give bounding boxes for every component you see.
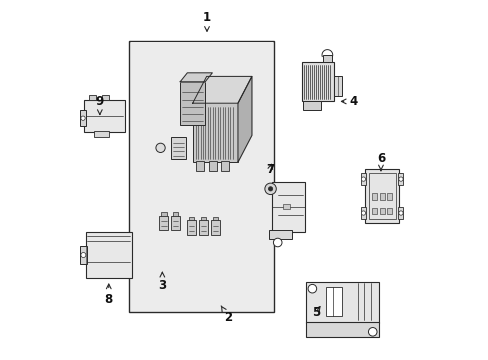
Bar (360, 207, 365, 219)
Circle shape (361, 177, 365, 181)
Bar (368, 173, 395, 219)
Bar (325, 287, 341, 316)
Bar (171, 216, 180, 230)
Circle shape (264, 183, 276, 194)
Bar (196, 161, 203, 171)
Circle shape (398, 177, 402, 181)
Bar (323, 55, 331, 62)
Text: 6: 6 (376, 152, 384, 171)
Bar (360, 173, 365, 185)
Bar (283, 204, 290, 209)
Bar (173, 212, 178, 216)
Bar (333, 76, 341, 96)
Bar (208, 161, 216, 171)
Bar (83, 100, 124, 132)
Bar (130, 42, 272, 311)
Bar (386, 193, 391, 200)
Bar (180, 82, 205, 125)
Text: 4: 4 (341, 95, 357, 108)
Bar (305, 322, 378, 337)
Circle shape (268, 187, 272, 191)
Polygon shape (180, 73, 212, 82)
Bar (89, 95, 96, 100)
Polygon shape (238, 76, 251, 162)
Bar (379, 207, 384, 214)
Bar (159, 216, 168, 230)
Bar (303, 101, 321, 111)
Circle shape (367, 328, 376, 336)
Bar (171, 137, 186, 158)
Text: 9: 9 (96, 95, 104, 114)
Bar (398, 173, 403, 185)
Bar (221, 161, 229, 171)
Polygon shape (192, 76, 251, 103)
Bar (85, 232, 132, 278)
Circle shape (81, 252, 86, 257)
Bar (199, 220, 207, 235)
Bar (102, 95, 108, 100)
Bar (201, 217, 206, 220)
Bar (187, 220, 196, 235)
Bar (398, 207, 403, 219)
Bar (301, 62, 333, 102)
Text: 2: 2 (221, 306, 232, 324)
Text: 7: 7 (265, 163, 274, 176)
Circle shape (307, 284, 316, 293)
Bar (379, 193, 384, 200)
Bar (129, 41, 274, 312)
Bar (212, 217, 218, 220)
Bar (189, 217, 194, 220)
Bar (386, 207, 391, 214)
Bar (80, 246, 86, 264)
Bar (365, 169, 398, 223)
Circle shape (398, 211, 402, 215)
Bar (268, 230, 292, 239)
Text: 8: 8 (104, 284, 113, 306)
Circle shape (156, 143, 165, 153)
Circle shape (81, 116, 85, 120)
Bar (192, 103, 238, 162)
Bar (305, 282, 378, 323)
Text: 1: 1 (203, 11, 211, 31)
Bar (210, 220, 220, 235)
Text: 5: 5 (311, 306, 320, 319)
Text: 3: 3 (158, 272, 166, 292)
Bar (371, 193, 376, 200)
Circle shape (273, 238, 282, 247)
Bar (272, 182, 304, 232)
Bar (371, 207, 376, 214)
Bar (94, 131, 108, 137)
Bar (161, 212, 166, 216)
Circle shape (361, 211, 365, 215)
Bar (80, 111, 85, 126)
